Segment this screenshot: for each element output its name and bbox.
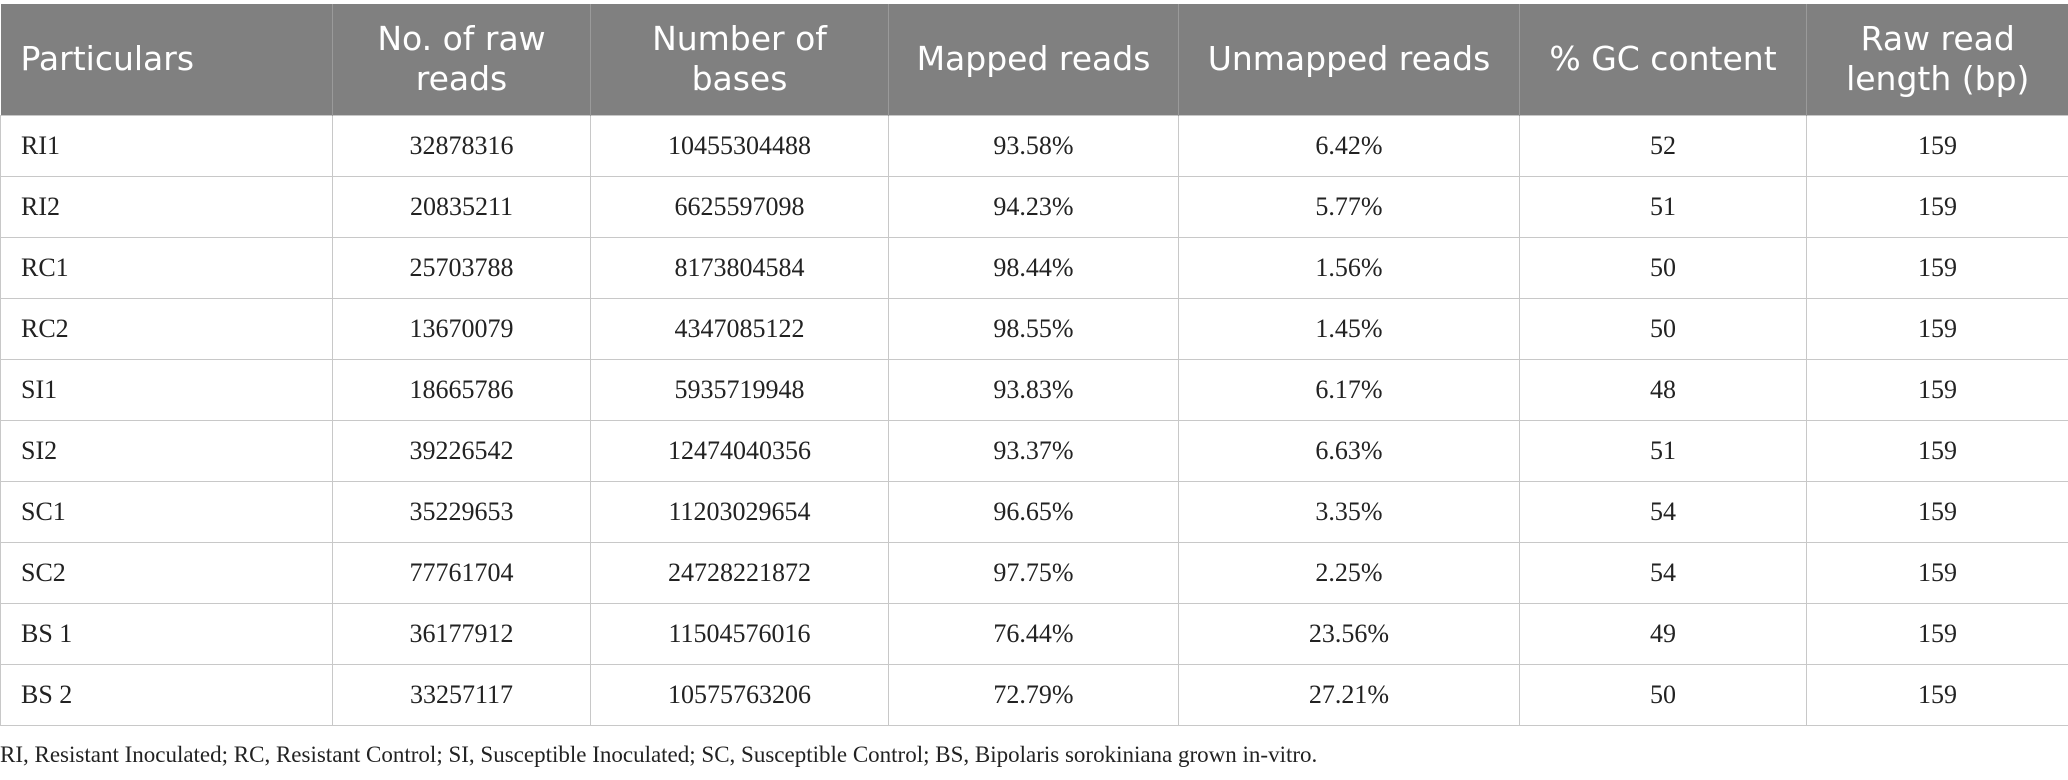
table-cell: 159 — [1806, 419, 2068, 482]
table-cell: 10455304488 — [590, 114, 889, 177]
table-cell: 51 — [1519, 175, 1807, 238]
table-cell: 76.44% — [888, 602, 1179, 665]
table-cell: 20835211 — [332, 175, 591, 238]
table-cell: 6.63% — [1178, 419, 1520, 482]
column-header: % GC content — [1519, 4, 1807, 115]
column-header: Unmapped reads — [1178, 4, 1520, 115]
table-cell: 12474040356 — [590, 419, 889, 482]
table-cell: 159 — [1806, 480, 2068, 543]
row-label: RI1 — [0, 114, 333, 177]
table-cell: 94.23% — [888, 175, 1179, 238]
table-row: BS 2 33257117 10575763206 72.79% 27.21% 50 159 — [0, 663, 2068, 726]
table-cell: 10575763206 — [590, 663, 889, 726]
row-label: RI2 — [0, 175, 333, 238]
table-row: RI1 32878316 10455304488 93.58% 6.42% 52 159 — [0, 114, 2068, 177]
table-cell: 159 — [1806, 663, 2068, 726]
column-header: Mapped reads — [888, 4, 1179, 115]
footnote: RI, Resistant Inoculated; RC, Resistant … — [0, 742, 1318, 767]
table-row: SC1 35229653 11203029654 96.65% 3.35% 54 159 — [0, 480, 2068, 543]
table-cell: 35229653 — [332, 480, 591, 543]
table-cell: 50 — [1519, 663, 1807, 726]
table-cell: 18665786 — [332, 358, 591, 421]
table-cell: 50 — [1519, 297, 1807, 360]
table-cell: 93.83% — [888, 358, 1179, 421]
data-table: Particulars No. of raw reads Number of bas… — [0, 4, 2068, 726]
table-row: RC2 13670079 4347085122 98.55% 1.45% 50 159 — [0, 297, 2068, 360]
table-container: Particulars No. of raw reads Number of bas… — [0, 4, 2068, 726]
table-cell: 39226542 — [332, 419, 591, 482]
table-cell: 27.21% — [1178, 663, 1520, 726]
table-cell: 5.77% — [1178, 175, 1520, 238]
table-cell: 32878316 — [332, 114, 591, 177]
table-cell: 52 — [1519, 114, 1807, 177]
row-label: SI1 — [0, 358, 333, 421]
table-cell: 159 — [1806, 602, 2068, 665]
row-label: SI2 — [0, 419, 333, 482]
table-cell: 77761704 — [332, 541, 591, 604]
row-label: SC1 — [0, 480, 333, 543]
table-cell: 96.65% — [888, 480, 1179, 543]
table-cell: 33257117 — [332, 663, 591, 726]
row-label: BS 1 — [0, 602, 333, 665]
table-cell: 159 — [1806, 297, 2068, 360]
table-row: SI1 18665786 5935719948 93.83% 6.17% 48 159 — [0, 358, 2068, 421]
column-header: Raw read length (bp) — [1806, 4, 2068, 115]
table-cell: 93.58% — [888, 114, 1179, 177]
table-cell: 1.45% — [1178, 297, 1520, 360]
table-row: SI2 39226542 12474040356 93.37% 6.63% 51 159 — [0, 419, 2068, 482]
row-label: RC2 — [0, 297, 333, 360]
table-cell: 48 — [1519, 358, 1807, 421]
table-cell: 8173804584 — [590, 236, 889, 299]
table-cell: 5935719948 — [590, 358, 889, 421]
table-cell: 98.44% — [888, 236, 1179, 299]
table-cell: 49 — [1519, 602, 1807, 665]
table-cell: 6.17% — [1178, 358, 1520, 421]
column-header: Particulars — [0, 4, 333, 115]
table-cell: 159 — [1806, 114, 2068, 177]
table-cell: 54 — [1519, 480, 1807, 543]
table-cell: 72.79% — [888, 663, 1179, 726]
table-body: RI1 32878316 10455304488 93.58% 6.42% 52 159 RI… — [0, 114, 2068, 726]
table-cell: 93.37% — [888, 419, 1179, 482]
table-row: BS 1 36177912 11504576016 76.44% 23.56% 49 159 — [0, 602, 2068, 665]
row-label: BS 2 — [0, 663, 333, 726]
table-cell: 11504576016 — [590, 602, 889, 665]
table-row: RI2 20835211 6625597098 94.23% 5.77% 51 159 — [0, 175, 2068, 238]
table-cell: 159 — [1806, 358, 2068, 421]
table-cell: 3.35% — [1178, 480, 1520, 543]
table-cell: 36177912 — [332, 602, 591, 665]
table-cell: 2.25% — [1178, 541, 1520, 604]
row-label: RC1 — [0, 236, 333, 299]
table-cell: 98.55% — [888, 297, 1179, 360]
header-row: Particulars No. of raw reads Number of bas… — [0, 4, 2068, 115]
table-cell: 4347085122 — [590, 297, 889, 360]
table-cell: 25703788 — [332, 236, 591, 299]
table-cell: 1.56% — [1178, 236, 1520, 299]
table-cell: 6625597098 — [590, 175, 889, 238]
table-cell: 11203029654 — [590, 480, 889, 543]
table-row: SC2 77761704 24728221872 97.75% 2.25% 54 159 — [0, 541, 2068, 604]
table-cell: 24728221872 — [590, 541, 889, 604]
table-cell: 50 — [1519, 236, 1807, 299]
table-cell: 13670079 — [332, 297, 591, 360]
table-cell: 97.75% — [888, 541, 1179, 604]
column-header: Number of bases — [590, 4, 889, 115]
table-row: RC1 25703788 8173804584 98.44% 1.56% 50 159 — [0, 236, 2068, 299]
table-cell: 159 — [1806, 541, 2068, 604]
table-cell: 23.56% — [1178, 602, 1520, 665]
table-cell: 54 — [1519, 541, 1807, 604]
table-cell: 51 — [1519, 419, 1807, 482]
column-header: No. of raw reads — [332, 4, 591, 115]
table-cell: 159 — [1806, 236, 2068, 299]
table-cell: 6.42% — [1178, 114, 1520, 177]
row-label: SC2 — [0, 541, 333, 604]
table-cell: 159 — [1806, 175, 2068, 238]
